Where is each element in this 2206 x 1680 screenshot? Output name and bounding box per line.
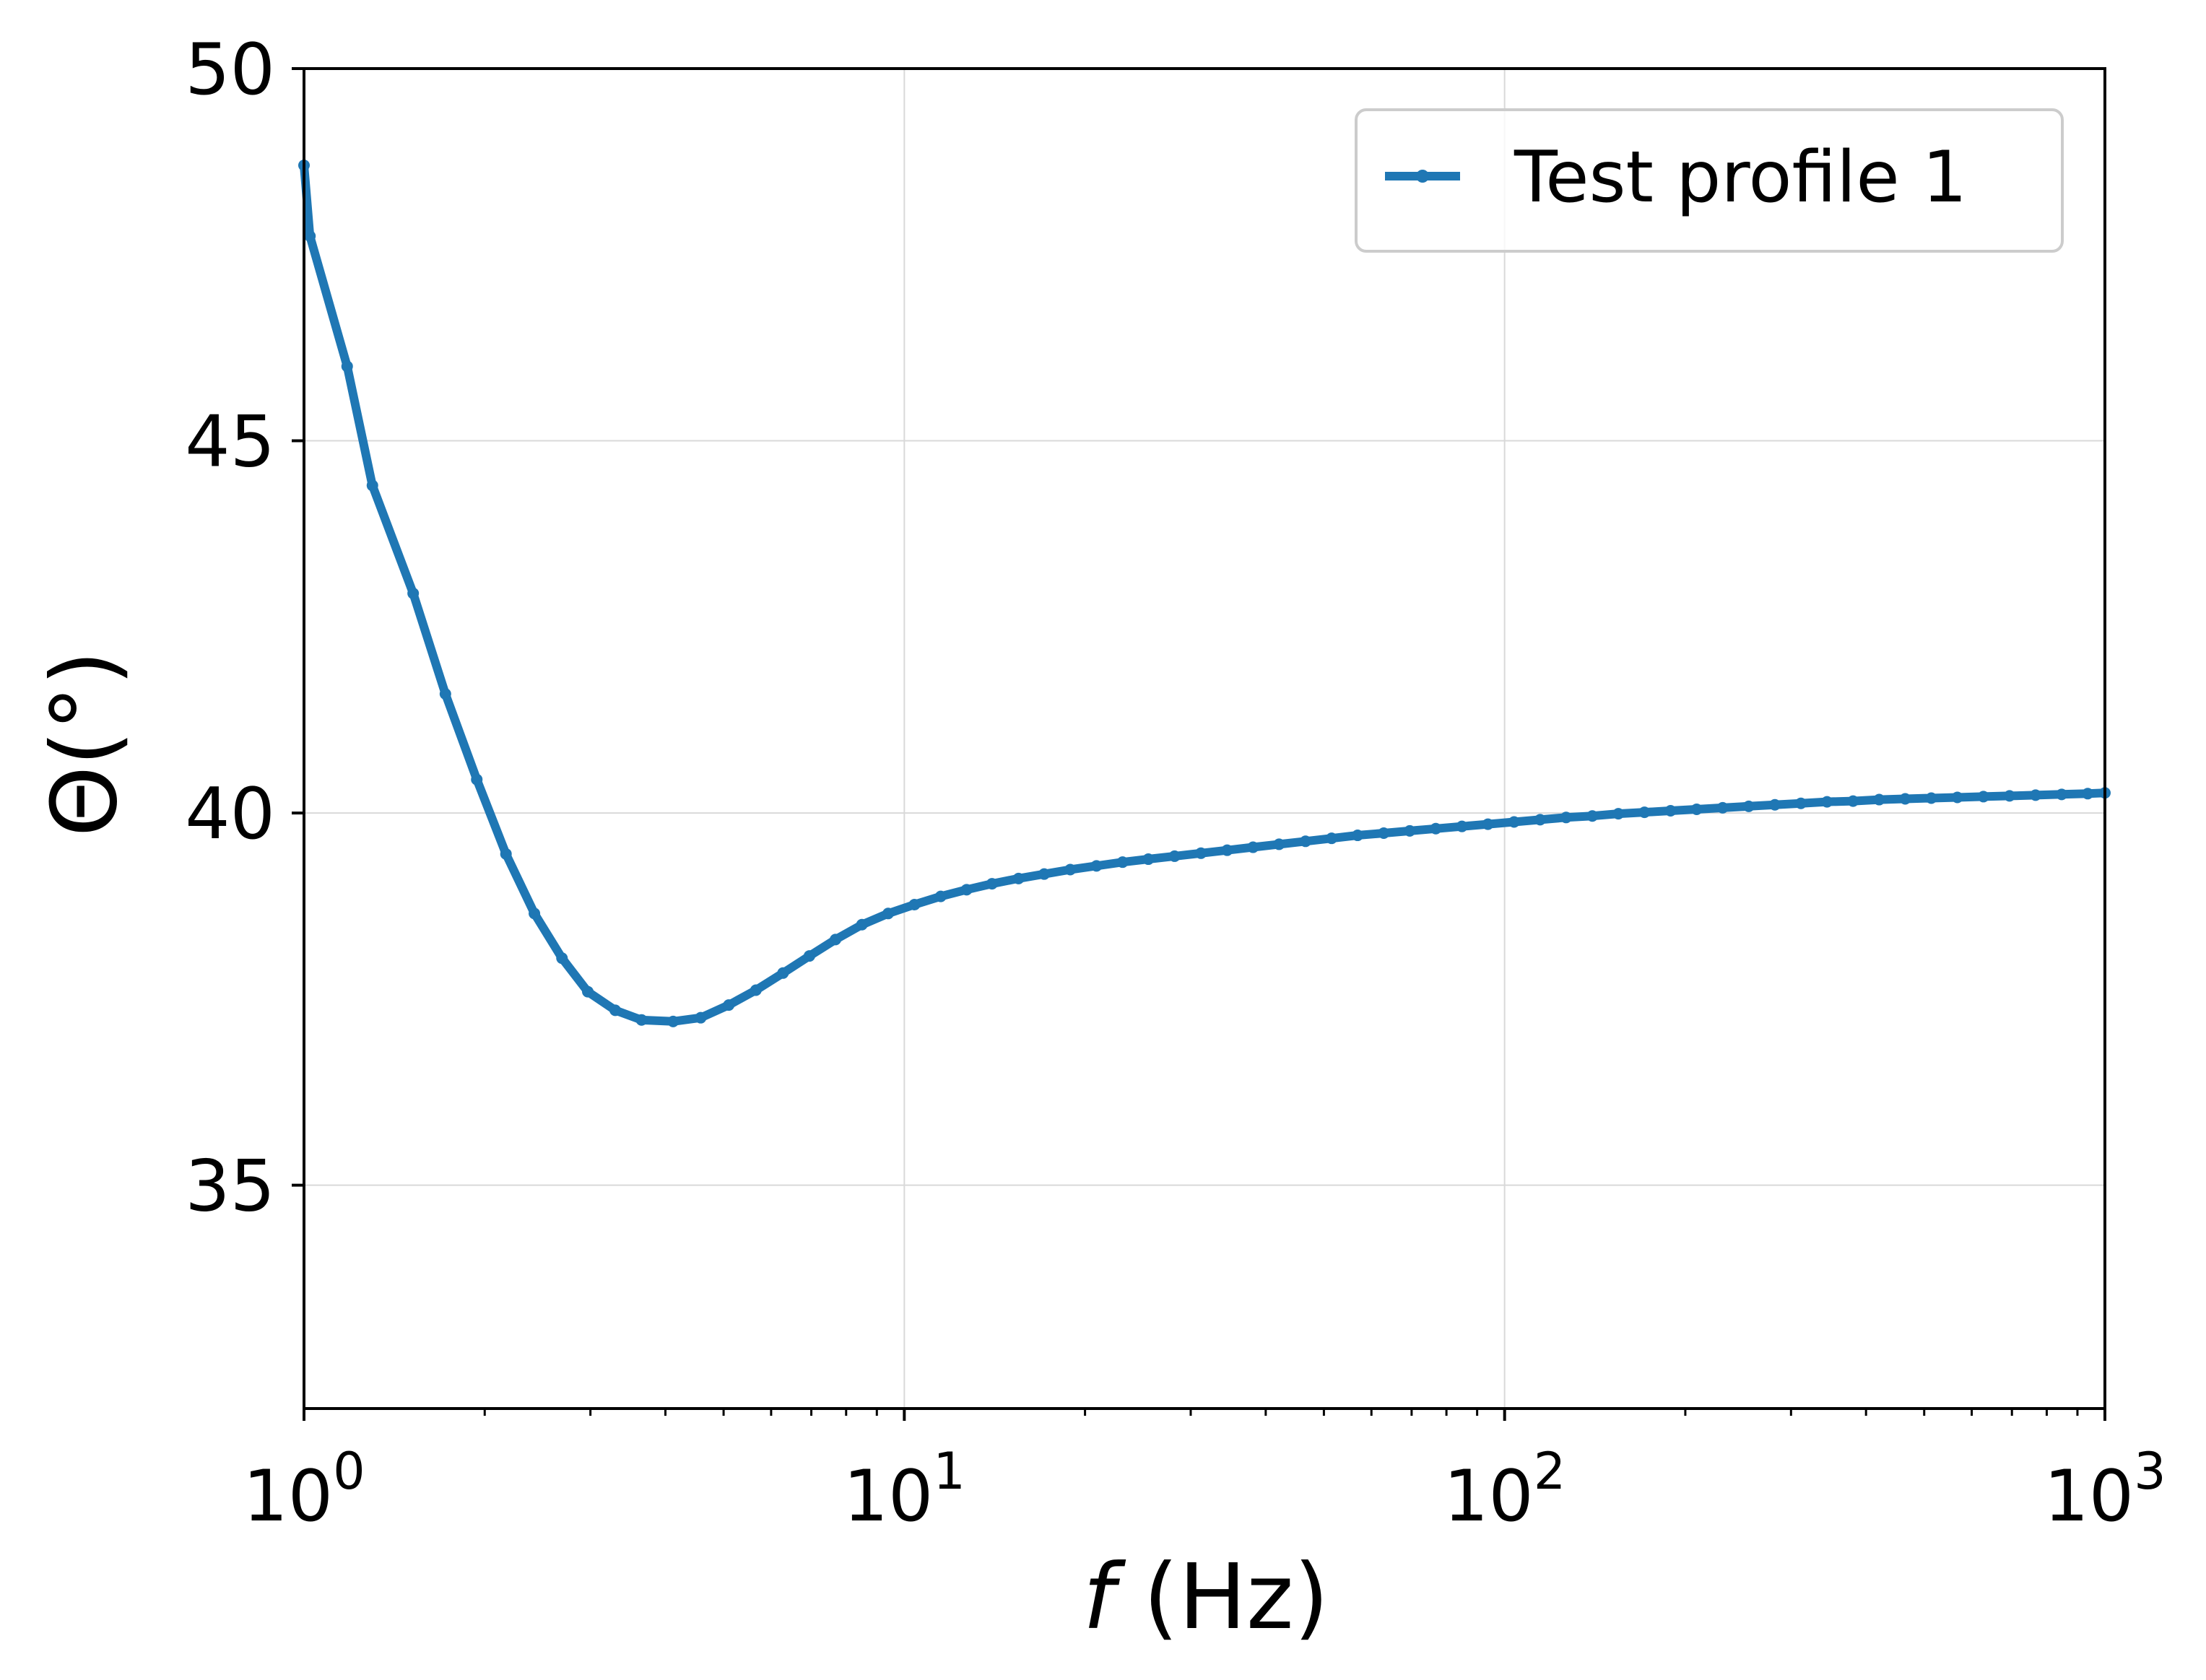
x-axis-label: f (Hz)	[1083, 1545, 1329, 1650]
y-tick-label: 50	[185, 29, 275, 111]
data-point	[1195, 847, 1207, 859]
x-tick-label: 102	[1443, 1442, 1566, 1538]
x-tick-label-exponent: 0	[333, 1442, 365, 1501]
data-point	[1534, 814, 1546, 826]
data-point	[1221, 844, 1233, 856]
data-point	[1456, 820, 1468, 832]
data-point	[1064, 863, 1077, 876]
data-point	[2082, 788, 2094, 800]
legend-marker-swatch	[1416, 170, 1429, 183]
data-point	[609, 1004, 622, 1017]
x-tick-labels: 100 101 102 103	[243, 1442, 2166, 1538]
x-tick-label-exponent: 1	[933, 1442, 965, 1501]
x-tick-label: 101	[843, 1442, 965, 1538]
data-point	[1273, 838, 1285, 850]
x-tick-label-base: 10	[1443, 1455, 1534, 1538]
data-point	[1560, 811, 1572, 824]
data-point	[2029, 789, 2041, 801]
series-layer	[298, 160, 2111, 1027]
data-point	[908, 898, 921, 910]
data-point	[1873, 793, 1885, 806]
plot-area-frame	[303, 67, 2106, 1410]
data-point	[407, 587, 420, 599]
x-axis-label-unit	[1115, 1545, 1144, 1650]
data-point	[1012, 872, 1025, 884]
data-point	[1168, 850, 1181, 862]
data-point	[1038, 868, 1051, 880]
data-point	[1430, 822, 1442, 835]
data-point	[1116, 856, 1129, 869]
data-point	[1142, 853, 1155, 866]
data-point	[667, 1015, 679, 1027]
x-tick-label-exponent: 3	[2134, 1442, 2166, 1501]
data-point	[1977, 791, 1989, 803]
legend: Test profile 1	[1355, 108, 2064, 253]
x-tick-label-base: 10	[843, 1455, 934, 1538]
y-tick-label: 35	[185, 1146, 275, 1228]
data-point	[856, 918, 868, 931]
data-point	[1508, 816, 1520, 828]
data-point	[1482, 818, 1494, 830]
data-point	[986, 878, 998, 890]
data-point	[1299, 835, 1311, 848]
data-point	[1795, 797, 1807, 809]
data-point	[960, 884, 973, 896]
data-point	[1690, 803, 1703, 815]
data-point	[1247, 841, 1259, 853]
data-point	[1612, 808, 1625, 820]
x-tick-label-base: 10	[243, 1455, 333, 1538]
data-point	[635, 1014, 648, 1026]
data-point	[723, 999, 735, 1011]
x-tick-label: 100	[243, 1442, 365, 1538]
data-point	[1326, 832, 1338, 845]
x-tick-label-base: 10	[2044, 1455, 2134, 1538]
data-point	[1090, 860, 1103, 872]
data-point	[582, 985, 594, 998]
data-point	[1742, 800, 1755, 812]
data-point	[366, 479, 378, 492]
y-tick-labels: 35 40 45 50	[185, 29, 275, 1228]
axis-ticks	[292, 67, 2106, 1421]
data-point	[1951, 791, 1963, 804]
data-point	[1821, 796, 1833, 808]
y-axis-label: Θ(°)	[32, 650, 137, 837]
data-point	[529, 908, 541, 920]
data-point	[439, 688, 451, 700]
data-point	[695, 1011, 707, 1024]
data-point	[2003, 790, 2015, 802]
data-point	[1925, 792, 1937, 804]
data-point	[777, 967, 789, 979]
x-axis-label-unit-text: (Hz)	[1143, 1545, 1329, 1650]
data-point	[1586, 810, 1599, 822]
y-tick-label: 40	[185, 773, 275, 856]
data-point	[471, 773, 483, 785]
legend-frame	[1355, 108, 2064, 253]
data-point	[1899, 793, 1911, 805]
data-point	[1378, 827, 1390, 839]
x-tick-label-exponent: 2	[1534, 1442, 1566, 1501]
data-point	[1404, 824, 1416, 837]
data-point	[1664, 805, 1677, 817]
data-point	[556, 952, 568, 965]
data-point	[750, 984, 762, 996]
data-point	[500, 848, 512, 860]
data-point	[830, 933, 842, 946]
x-tick-label: 103	[2044, 1442, 2166, 1538]
data-point	[882, 908, 894, 920]
data-point	[2056, 788, 2068, 801]
data-point	[341, 360, 353, 373]
legend-entry-label: Test profile 1	[1514, 136, 1967, 219]
data-point	[803, 950, 815, 962]
data-point	[1638, 806, 1651, 819]
data-point	[1716, 801, 1729, 814]
data-point	[934, 890, 947, 902]
data-point	[1847, 795, 1859, 807]
data-point	[1768, 798, 1781, 811]
data-point	[1352, 830, 1364, 842]
y-tick-label: 45	[185, 401, 275, 484]
data-point	[304, 230, 316, 242]
